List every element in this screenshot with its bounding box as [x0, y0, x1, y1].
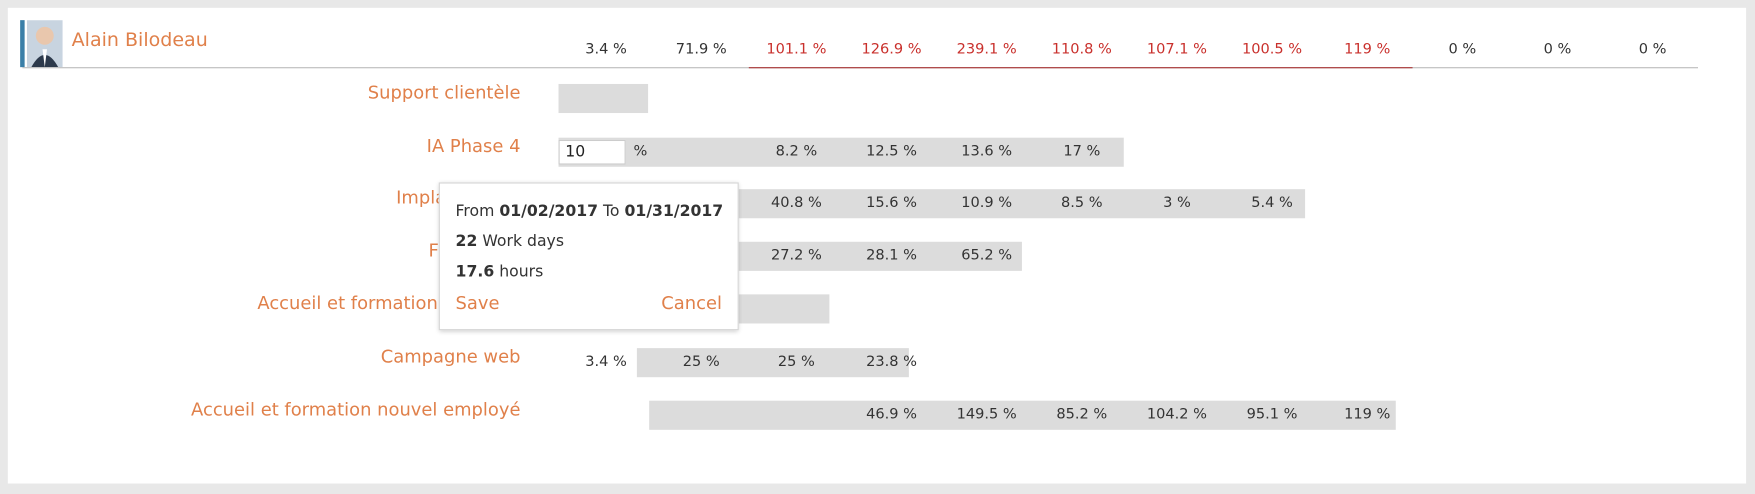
header-value: 119 %	[1344, 41, 1391, 59]
row-label: Campagne web	[380, 345, 521, 368]
cell-value: 65.2 %	[961, 247, 1013, 265]
popup-dates: From 01/02/2017 To 01/31/2017	[456, 203, 724, 221]
text: 22	[455, 232, 478, 251]
cell-value: 149.5 %	[956, 406, 1017, 424]
input-unit: %	[633, 143, 648, 161]
cell-value: 15.6 %	[866, 194, 917, 212]
text: From	[455, 202, 495, 221]
text: To	[603, 202, 620, 221]
cell-value: 119 %	[1344, 406, 1391, 424]
cell-value: 25 %	[682, 353, 720, 371]
popup-hours: 17.6 hours	[456, 263, 544, 281]
header-value: 110.8 %	[1051, 41, 1112, 59]
cell-value: 25 %	[777, 353, 815, 371]
row-label: IA Phase 4	[426, 135, 521, 157]
header-value: 126.9 %	[861, 41, 922, 59]
header-value: 0 %	[1543, 41, 1572, 59]
cell-value: 3 %	[1163, 194, 1191, 212]
cell-value: 10.9 %	[961, 194, 1013, 212]
header-value: 239.1 %	[956, 41, 1017, 59]
cell-value: 95.1 %	[1246, 406, 1298, 424]
row-label: Accueil et formation nouvel employé	[191, 398, 521, 420]
cell-value: 8.2 %	[775, 143, 818, 161]
header-value: 71.9 %	[675, 41, 727, 59]
text: Work days	[482, 232, 565, 251]
text: 01/31/2017	[624, 202, 724, 221]
user-name[interactable]: Alain Bilodeau	[71, 29, 208, 52]
cell-value: 12.5 %	[866, 143, 917, 161]
cell-value: 27.2 %	[770, 247, 822, 265]
cell-value: 23.8 %	[866, 353, 917, 371]
text: 17.6	[455, 263, 495, 281]
cell-value: 13.6 %	[961, 143, 1013, 161]
popup: From 01/02/2017 To 01/31/2017 22 Work da…	[438, 182, 739, 331]
header-value: 101.1 %	[766, 41, 827, 59]
avatar	[26, 20, 63, 68]
header-value: 0 %	[1448, 41, 1477, 59]
cell-value: 28.1 %	[866, 247, 917, 265]
header-value: 107.1 %	[1146, 41, 1207, 59]
popup-days: 22 Work days	[456, 233, 564, 251]
cell-value: 40.8 %	[770, 194, 822, 212]
cell-value: 104.2 %	[1146, 406, 1207, 424]
allocation-bar	[558, 137, 1124, 167]
text: 01/02/2017	[499, 202, 599, 221]
cell-value: 3.4 %	[585, 353, 627, 371]
cell-value: 17 %	[1063, 143, 1101, 161]
cell-value: 8.5 %	[1060, 194, 1103, 212]
header-value: 3.4 %	[585, 41, 627, 59]
cell-value: 85.2 %	[1056, 406, 1108, 424]
cell-value: 46.9 %	[866, 406, 917, 424]
cancel-button[interactable]: Cancel	[661, 292, 722, 314]
avatar-accent	[20, 20, 25, 68]
save-button[interactable]: Save	[455, 292, 500, 314]
allocation-bar	[636, 348, 909, 378]
allocation-bar	[649, 400, 1396, 430]
row-label: Support clientèle	[367, 81, 521, 103]
allocation-bar	[558, 83, 649, 114]
over-rule	[748, 67, 1413, 69]
cell-value: 5.4 %	[1251, 194, 1293, 212]
percent-input[interactable]: 10	[558, 139, 626, 165]
text: hours	[499, 263, 544, 281]
header-value: 100.5 %	[1242, 41, 1303, 59]
header-value: 0 %	[1638, 41, 1667, 59]
